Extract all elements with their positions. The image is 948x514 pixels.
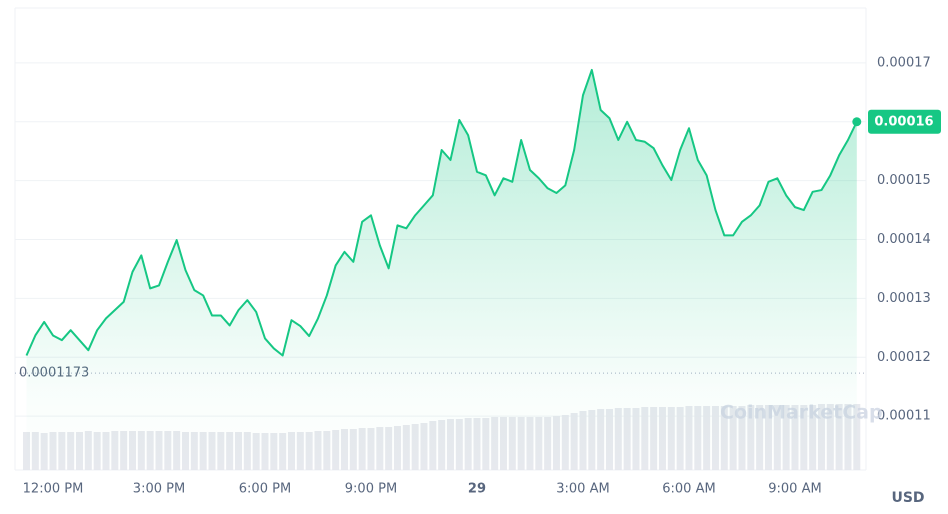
price-area — [26, 69, 857, 470]
y-tick-label: 0.00017 — [877, 55, 931, 70]
y-tick-label: 0.00014 — [877, 232, 931, 247]
price-line — [25, 68, 858, 357]
price-tag — [868, 109, 941, 134]
x-tick-label: 12:00 PM — [23, 482, 84, 497]
x-tick-label: 9:00 PM — [345, 482, 397, 497]
y-tick-label: 0.00012 — [877, 350, 931, 365]
x-tick-label: 9:00 AM — [768, 482, 821, 497]
last-point — [852, 117, 862, 127]
x-tick-label: 3:00 PM — [133, 482, 185, 497]
price-tag-label: 0.00016 — [874, 114, 933, 129]
x-tick-label: 6:00 AM — [662, 482, 715, 497]
y-tick-label: 0.00011 — [877, 409, 931, 424]
volume-bar — [853, 404, 861, 470]
y-tick-label: 0.00013 — [877, 291, 931, 306]
x-tick-label: 29 — [468, 482, 486, 497]
y-tick-label: 0.00015 — [877, 173, 931, 188]
x-tick-label: 6:00 PM — [239, 482, 291, 497]
x-tick-label: 3:00 AM — [556, 482, 609, 497]
currency-label: USD — [891, 490, 924, 506]
